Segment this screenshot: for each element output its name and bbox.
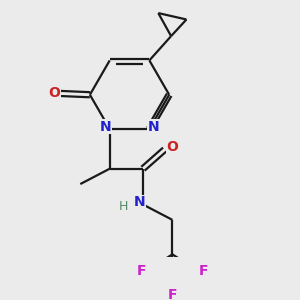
Text: O: O (48, 86, 60, 100)
Text: O: O (167, 140, 178, 154)
Text: F: F (137, 264, 146, 278)
Text: N: N (100, 119, 112, 134)
Text: F: F (168, 288, 177, 300)
Text: F: F (198, 264, 208, 278)
Text: H: H (119, 200, 128, 213)
Text: N: N (133, 196, 145, 209)
Text: N: N (147, 119, 159, 134)
